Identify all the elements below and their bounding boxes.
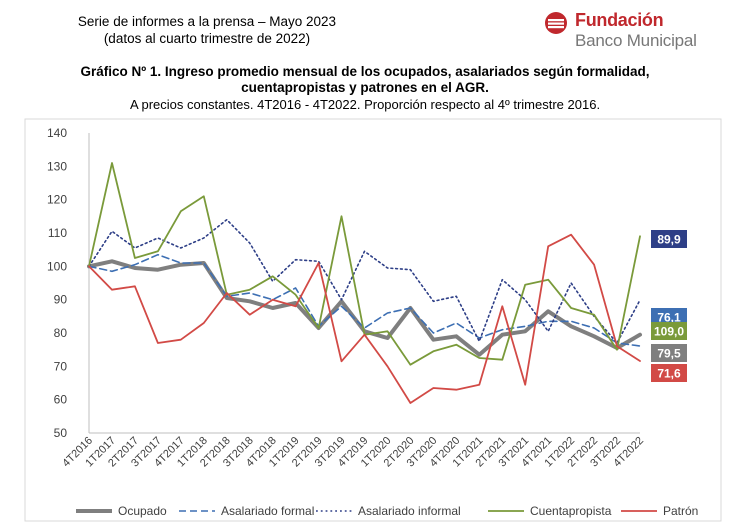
chart-subtitle: A precios constantes. 4T2016 - 4T2022. P… [129,97,601,112]
series-line-2 [88,218,641,344]
end-label-0: 79,5 [657,347,681,361]
y-tick-label: 140 [47,126,67,140]
logo-line2: Banco Municipal [575,31,697,50]
legend-label-0: Ocupado [118,504,167,518]
y-tick-label: 50 [54,426,68,440]
line-chart: 50607080901001101201301404T20161T20172T2… [24,118,722,522]
y-tick-label: 130 [47,159,67,173]
logo-mark-icon [545,12,567,34]
y-tick-label: 100 [47,259,67,273]
y-tick-label: 70 [54,359,68,373]
report-series-line: Serie de informes a la prensa – Mayo 202… [77,14,337,29]
y-tick-label: 60 [54,393,68,407]
y-tick-label: 120 [47,193,67,207]
y-tick-label: 110 [48,226,67,240]
foundation-logo: Fundación Banco Municipal [545,10,725,52]
end-label-box-2 [651,230,687,248]
end-label-4: 71,6 [657,367,681,381]
chart-frame [24,118,722,522]
end-label-box-0 [651,344,687,362]
end-label-box-3 [651,322,687,340]
legend-label-2: Asalariado informal [358,504,461,518]
end-label-box-4 [651,364,687,382]
y-tick-label: 80 [54,326,68,340]
logo-line1: Fundación [575,10,664,30]
end-label-3: 109,0 [654,325,684,339]
chart-title: Gráfico Nº 1. Ingreso promedio mensual d… [80,64,650,95]
end-label-1: 76,1 [657,311,681,325]
end-label-box-1 [651,308,687,326]
series-line-4 [88,233,641,404]
report-header: Serie de informes a la prensa – Mayo 202… [42,13,372,47]
legend-label-3: Cuentapropista [530,504,612,518]
legend-label-1: Asalariado formal [221,504,314,518]
y-tick-label: 90 [54,293,68,307]
legend-label-4: Patrón [663,504,698,518]
end-label-2: 89,9 [657,233,681,247]
report-period-line: (datos al cuarto trimestre de 2022) [103,31,311,46]
